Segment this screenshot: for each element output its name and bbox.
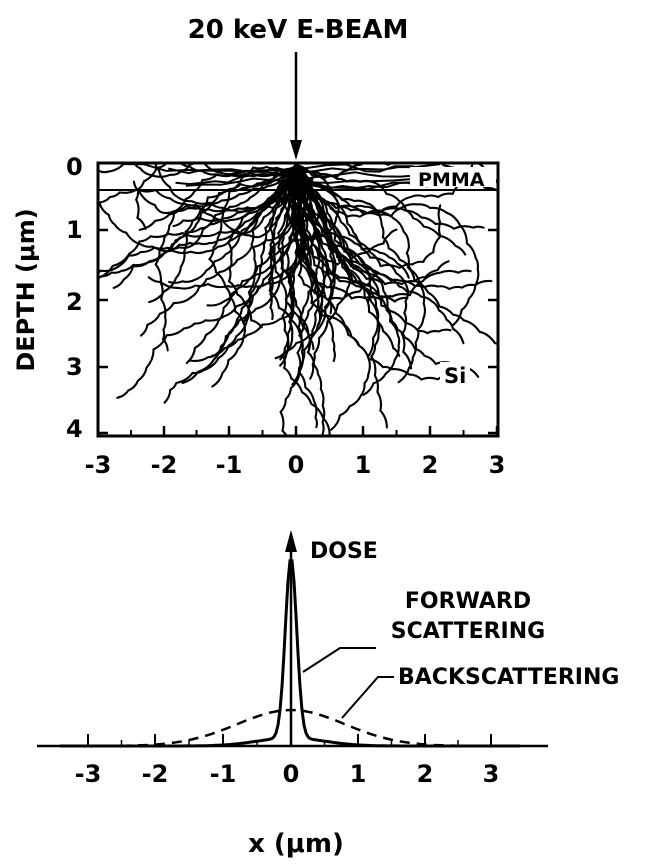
y-tick-label-2: 2	[66, 288, 83, 316]
backscattering-leader-line	[341, 676, 394, 719]
bottom-x-tick-label-neg3: -3	[75, 760, 102, 788]
electron-trajectory	[267, 166, 305, 436]
y-tick-label-3: 3	[66, 353, 83, 381]
electron-trajectory	[295, 167, 336, 363]
top-x-tick-label-2: 2	[422, 451, 439, 479]
dose-label: DOSE	[310, 539, 378, 564]
electron-trajectories	[98, 163, 498, 436]
electron-trajectory	[122, 163, 294, 172]
pmma-label: PMMA	[418, 169, 485, 191]
electron-trajectory	[116, 167, 300, 399]
x-axis-title: x (μm)	[248, 829, 344, 859]
electron-trajectory	[296, 171, 435, 183]
forward-label-line2: SCATTERING	[391, 619, 545, 644]
dose-axis-arrowhead	[285, 530, 297, 552]
backscattering-curve	[70, 708, 520, 748]
y-axis-title: DEPTH (μm)	[12, 208, 40, 371]
top-plot-ticks	[96, 161, 499, 436]
top-x-tick-label-neg3: -3	[85, 451, 112, 479]
electron-trajectory	[281, 166, 331, 436]
bottom-x-tick-label-neg2: -2	[142, 760, 169, 788]
bottom-plot-ticks	[87, 734, 492, 746]
forward-label-line1: FORWARD	[405, 589, 531, 614]
beam-arrow-head	[290, 140, 302, 160]
bottom-x-tick-label-0: 0	[283, 760, 300, 788]
electron-trajectory	[148, 163, 297, 304]
pmma-label-bg	[410, 167, 496, 187]
si-label: Si	[444, 364, 466, 388]
electron-trajectory	[167, 167, 303, 180]
electron-trajectory	[112, 165, 297, 289]
forward-leader-line	[302, 647, 376, 673]
electron-trajectory	[296, 166, 442, 270]
electron-trajectory	[166, 167, 297, 252]
electron-trajectory	[295, 163, 498, 193]
electron-trajectory	[185, 166, 302, 365]
top-x-tick-label-0: 0	[288, 451, 305, 479]
electron-trajectory	[289, 163, 441, 175]
electron-trajectory	[296, 166, 467, 256]
electron-trajectory	[296, 166, 480, 378]
y-tick-label-1: 1	[66, 216, 83, 244]
bottom-x-tick-label-2: 2	[417, 760, 434, 788]
top-x-tick-label-neg1: -1	[216, 451, 243, 479]
top-x-tick-label-3: 3	[489, 451, 506, 479]
si-label-bg	[440, 362, 470, 386]
top-x-tick-label-neg2: -2	[151, 451, 178, 479]
y-tick-label-4: 4	[66, 415, 83, 443]
bottom-x-tick-label-1: 1	[350, 760, 367, 788]
electron-trajectory	[181, 166, 298, 385]
y-tick-label-0: 0	[66, 153, 83, 181]
electron-trajectory	[295, 163, 450, 286]
beam-label: 20 keV E-BEAM	[188, 15, 409, 45]
electron-trajectory	[294, 166, 427, 384]
electron-trajectory	[98, 167, 298, 284]
electron-trajectory	[98, 166, 298, 239]
bottom-x-tick-label-3: 3	[483, 760, 500, 788]
backscattering-label: BACKSCATTERING	[398, 665, 619, 690]
bottom-x-tick-label-neg1: -1	[210, 760, 237, 788]
top-x-tick-label-1: 1	[355, 451, 372, 479]
electron-trajectory	[208, 165, 297, 325]
electron-trajectory	[132, 166, 298, 215]
electron-trajectory	[140, 167, 299, 337]
